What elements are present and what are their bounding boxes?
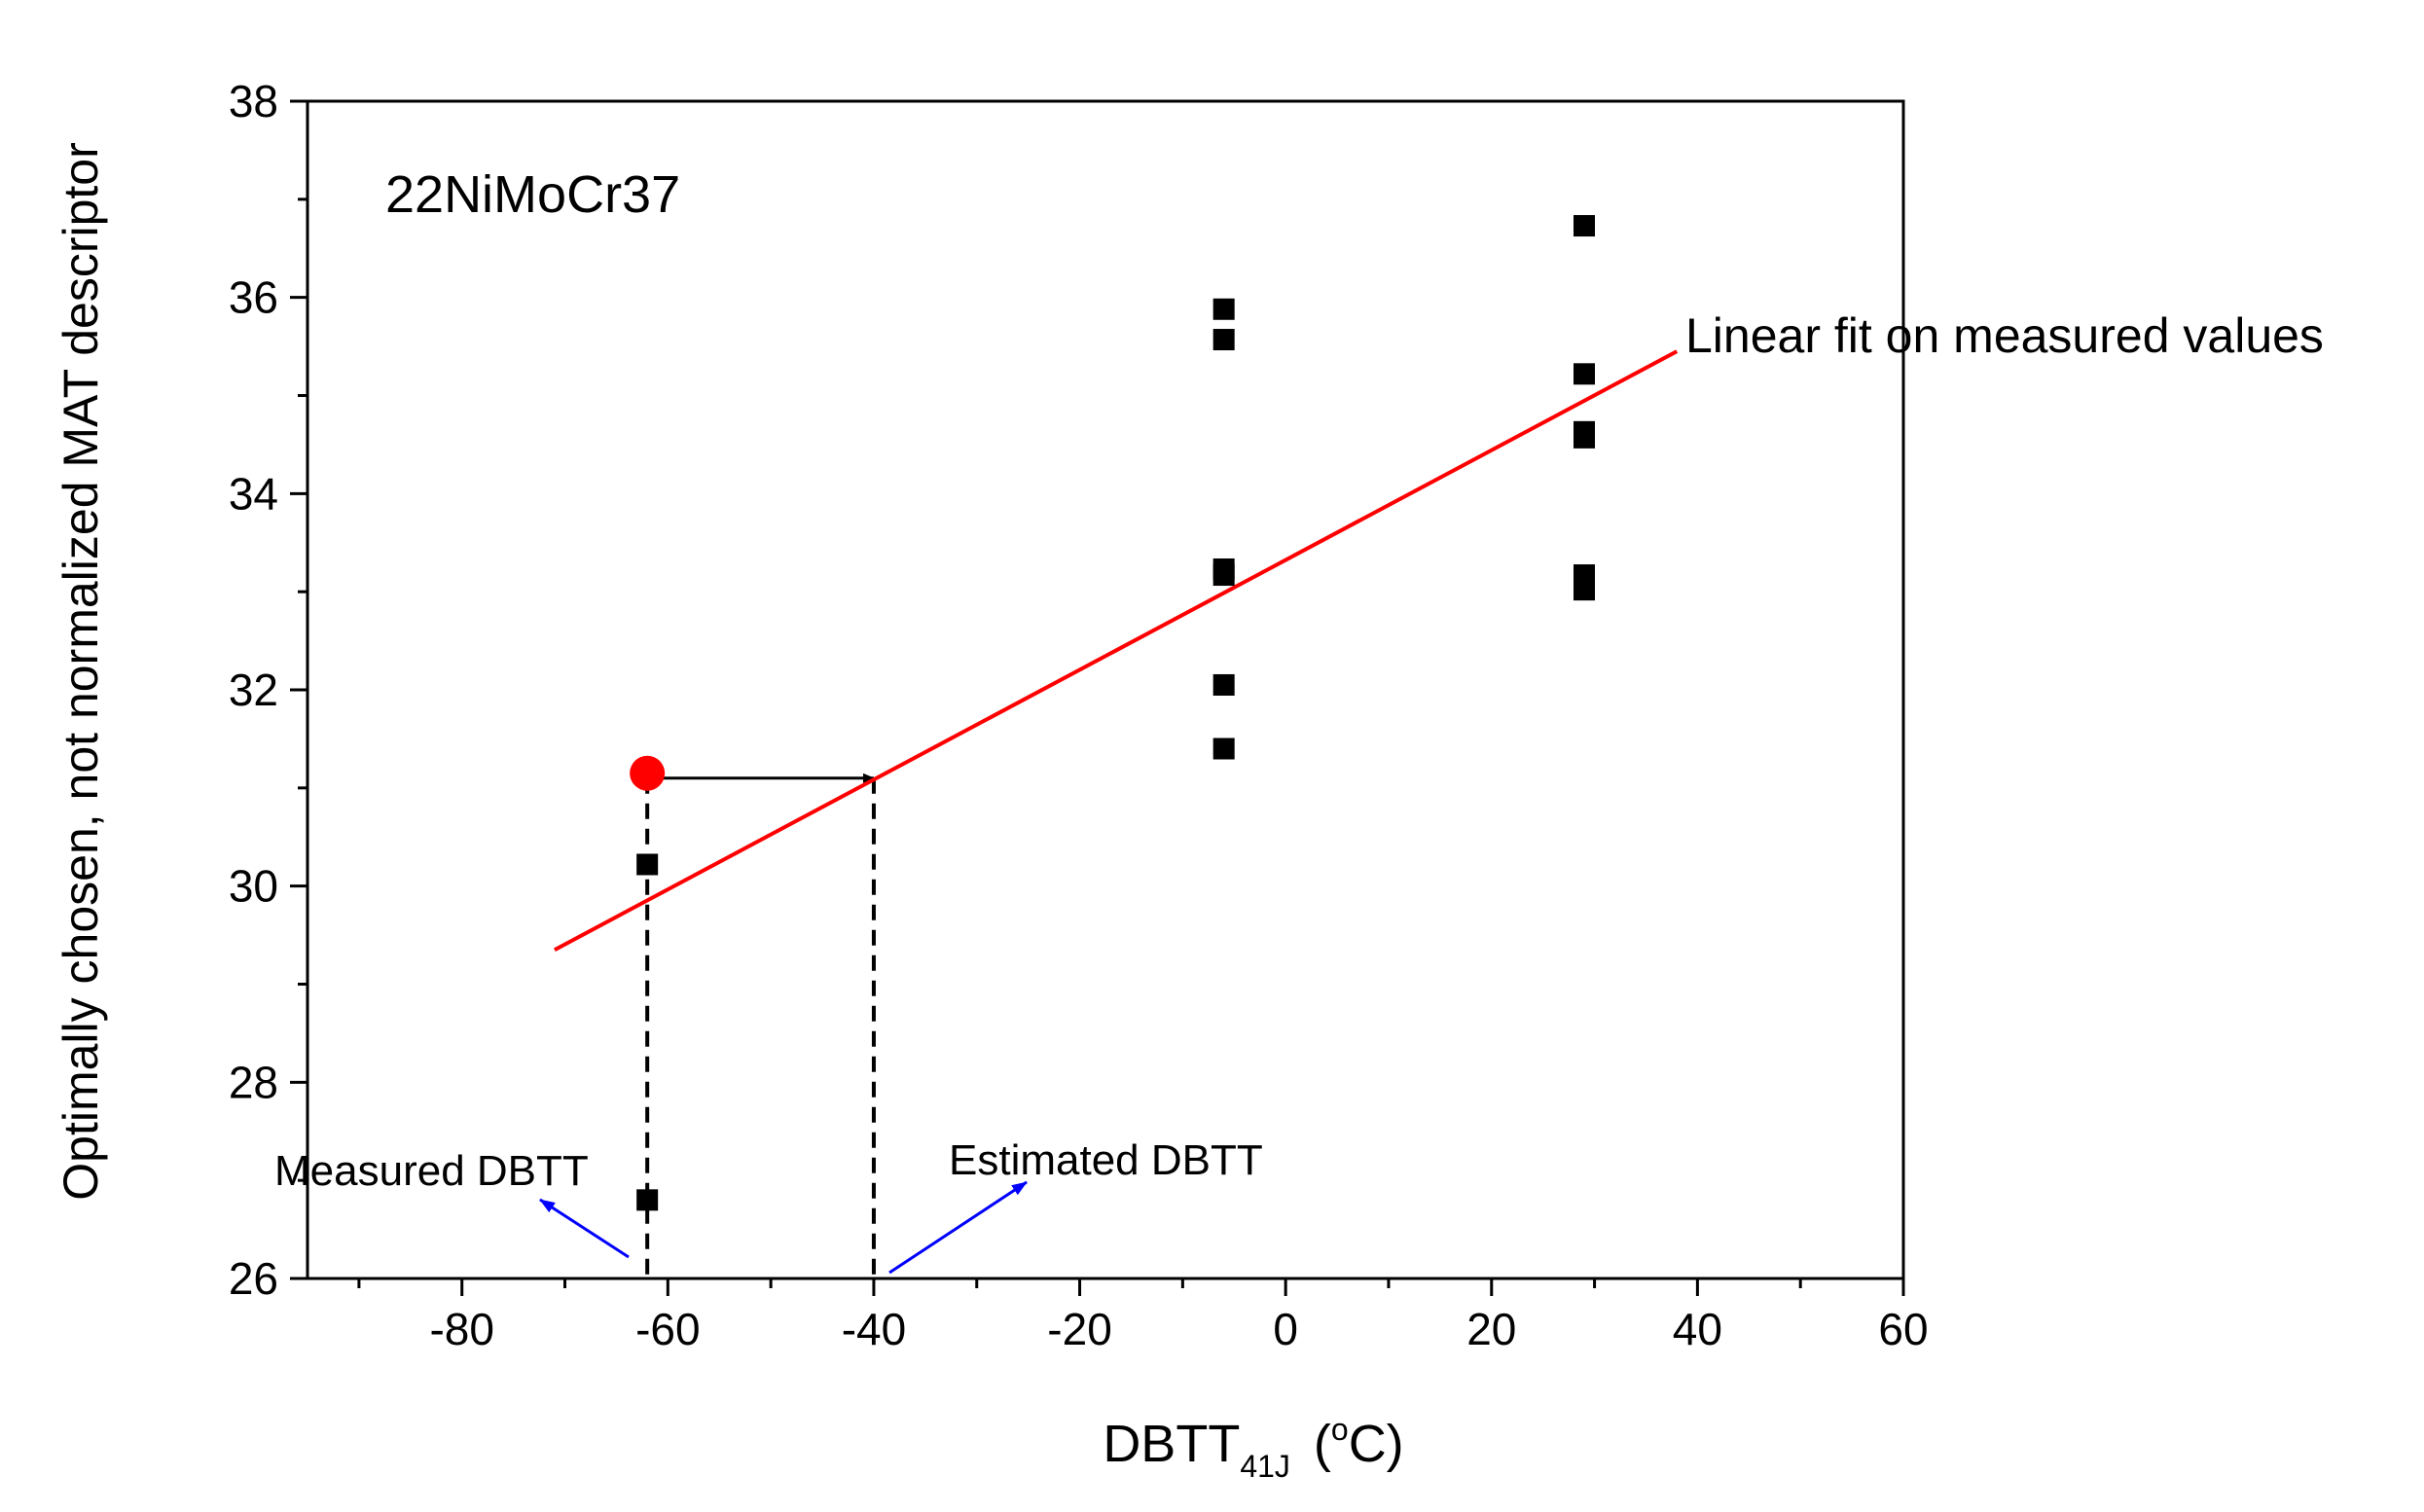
y-tick-label: 30	[229, 861, 278, 912]
guide-lines	[645, 773, 876, 1278]
y-tick-label: 36	[229, 272, 278, 323]
measured-point	[1212, 673, 1235, 696]
fit-line-group	[553, 349, 1679, 952]
fit-label: Linear fit on measured values	[1685, 308, 2324, 363]
measured-point	[636, 853, 659, 876]
measured-dbtt-arrow	[539, 1198, 630, 1259]
y-axis: 26 28 30 32 34 36 38	[229, 76, 308, 1304]
measured-point	[1212, 564, 1235, 587]
estimation-point	[630, 755, 666, 791]
measured-point	[1212, 329, 1235, 351]
estimated-dbtt-label: Estimated DBTT	[949, 1136, 1263, 1184]
data-points	[630, 215, 1595, 1211]
x-axis: -80 -60 -40 -20 0 20 40 60	[357, 1278, 1929, 1354]
measured-point	[1574, 579, 1595, 601]
material-label: 22NiMoCr37	[385, 165, 680, 224]
y-tick-label: 26	[229, 1253, 278, 1304]
measured-point	[1212, 298, 1235, 320]
y-tick-label: 28	[229, 1057, 278, 1107]
measured-point	[1574, 215, 1595, 237]
x-tick-label: -40	[842, 1304, 906, 1354]
plot-frame	[306, 99, 1905, 1280]
x-axis-label: DBTT41J (oC)	[1103, 1412, 1403, 1484]
x-tick-label: -20	[1047, 1304, 1111, 1354]
estimated-dbtt-arrow	[888, 1180, 1028, 1275]
x-tick-label: 0	[1273, 1304, 1298, 1354]
x-tick-label: 40	[1673, 1304, 1722, 1354]
measured-point	[1212, 738, 1235, 760]
y-tick-label: 34	[229, 468, 278, 519]
measured-dbtt-label: Measured DBTT	[274, 1147, 589, 1195]
measured-point	[636, 1189, 659, 1211]
y-axis-label: Optimally chosen, not normalized MAT des…	[54, 142, 108, 1200]
x-tick-label: 20	[1466, 1304, 1516, 1354]
y-tick-label: 32	[229, 665, 278, 715]
y-tick-label: 38	[229, 76, 278, 126]
linear-fit-line	[553, 349, 1679, 952]
x-tick-label: -60	[635, 1304, 700, 1354]
x-tick-label: 60	[1878, 1304, 1928, 1354]
measured-point	[1574, 426, 1595, 449]
x-tick-label: -80	[429, 1304, 493, 1354]
measured-point	[1574, 363, 1595, 385]
